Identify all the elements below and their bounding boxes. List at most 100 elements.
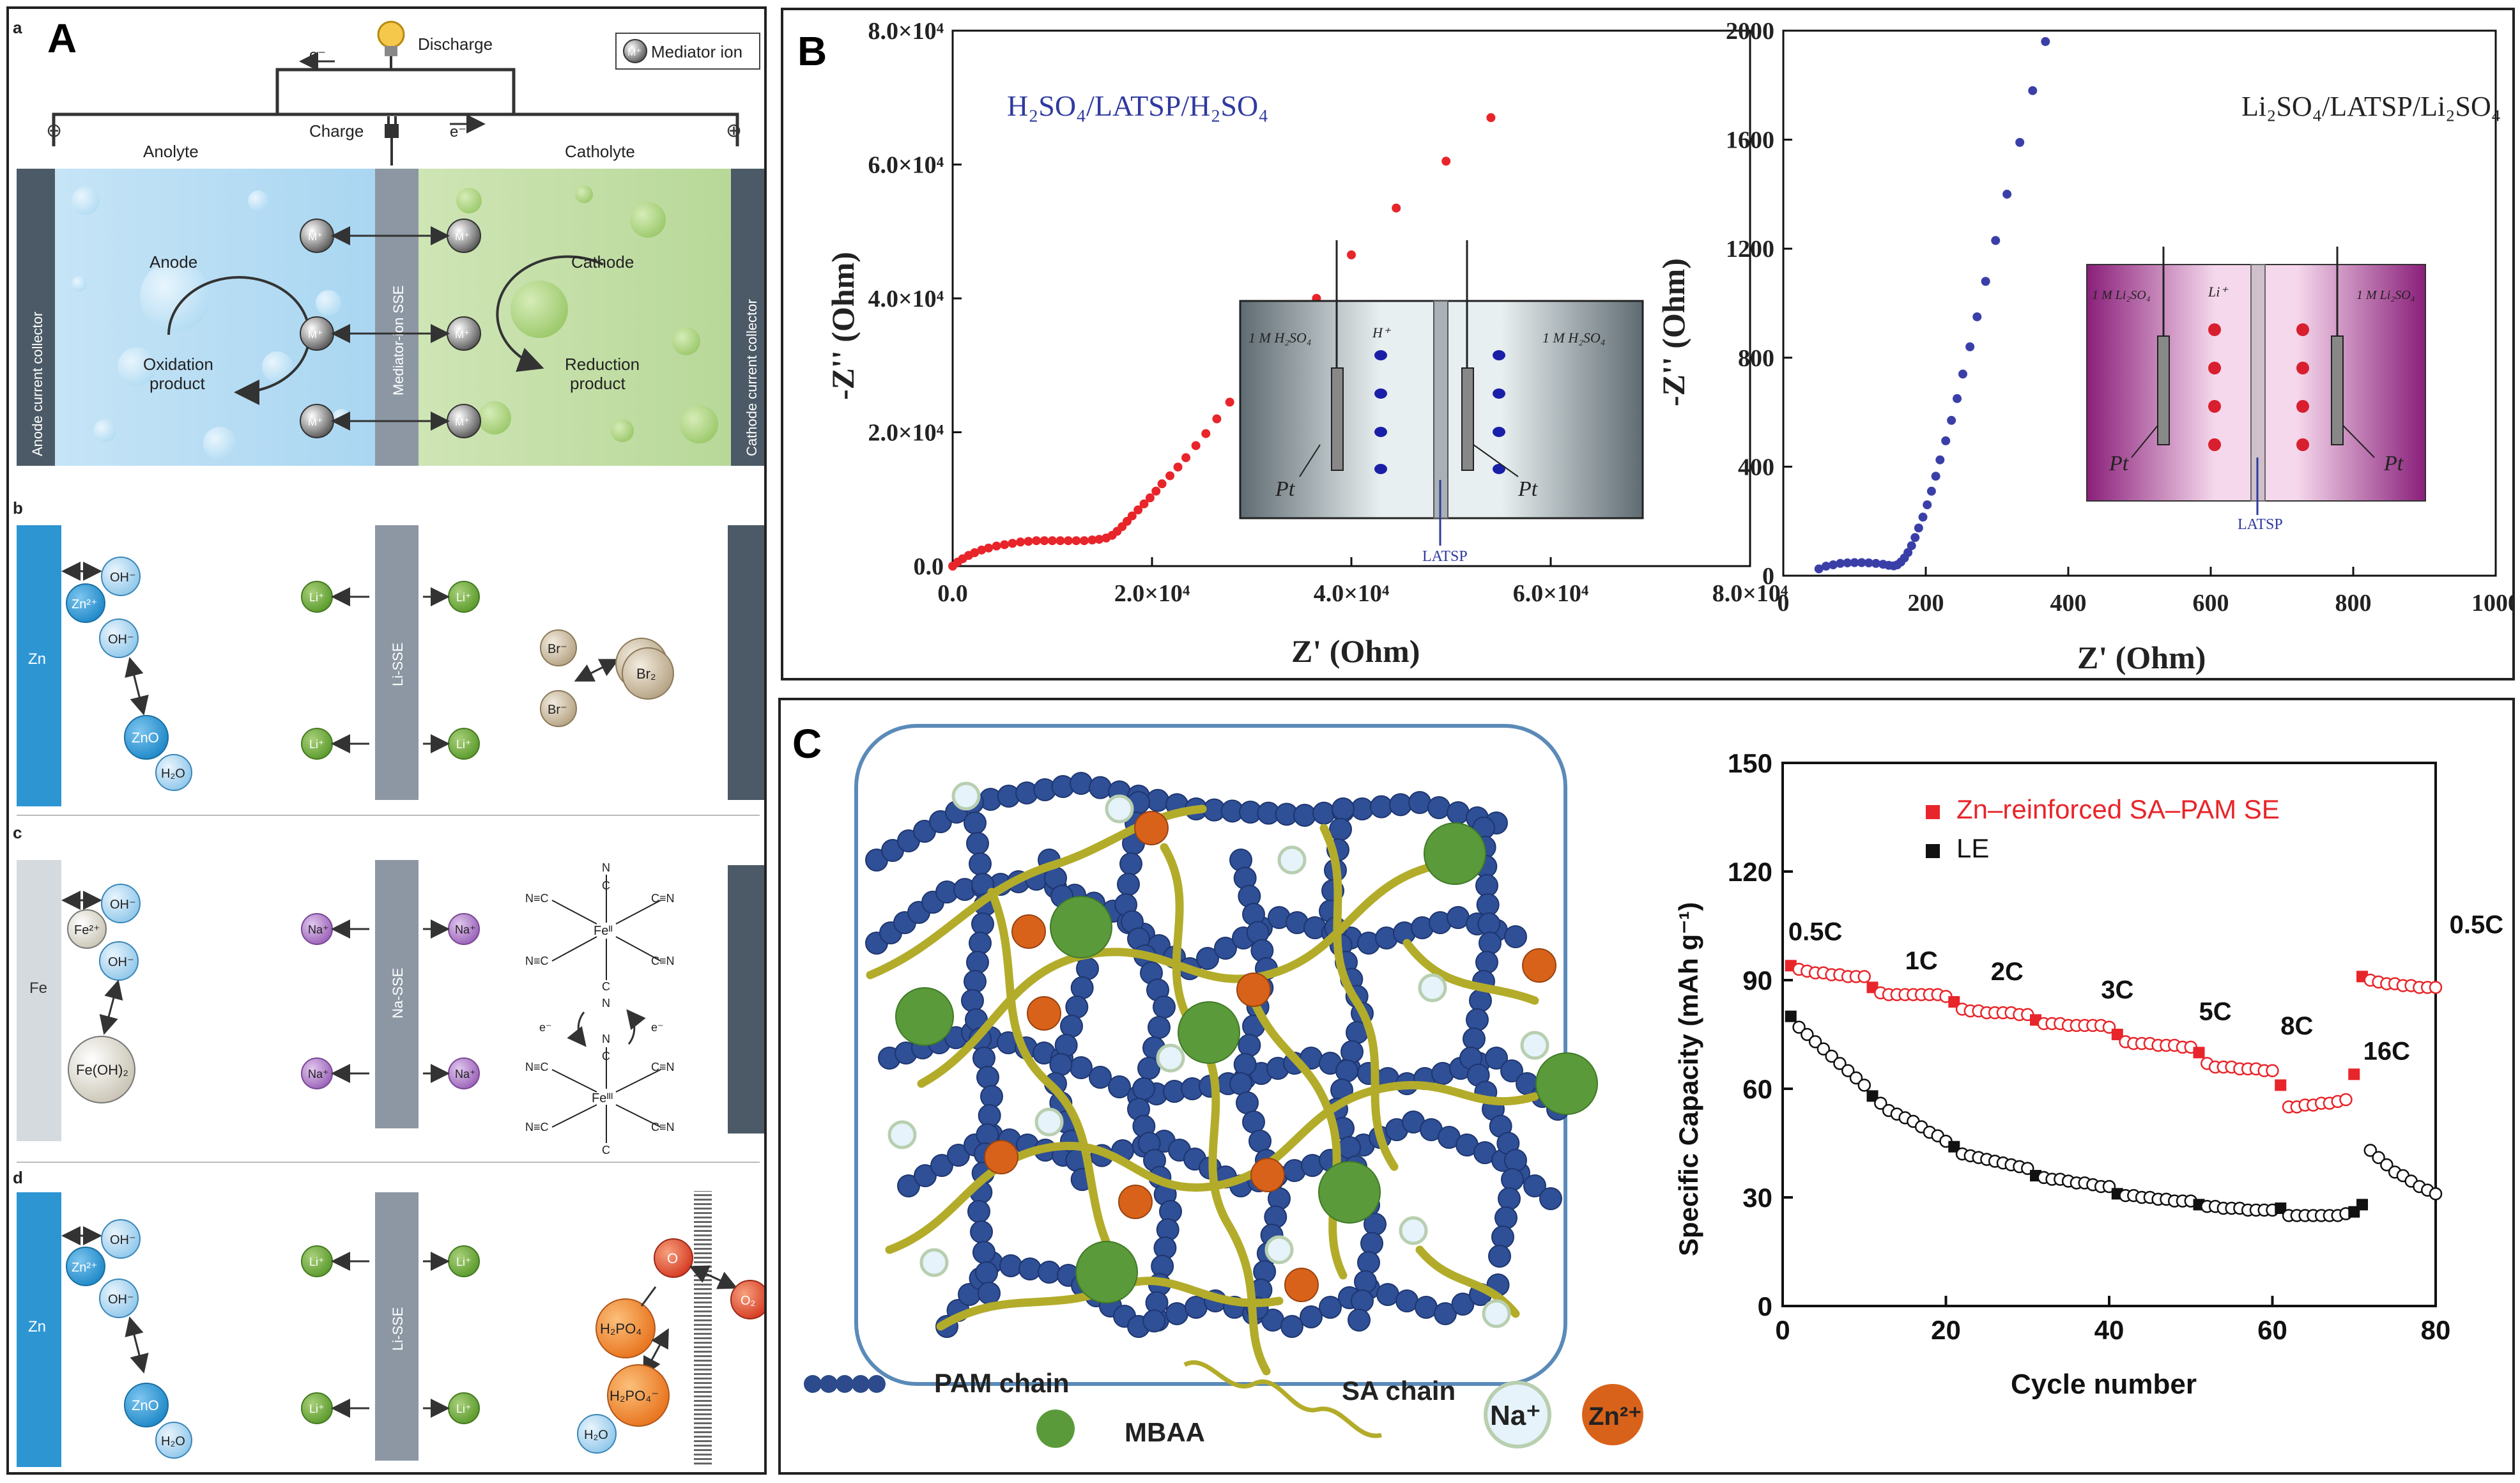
pam-bead — [1054, 1034, 1078, 1057]
plot1-point — [1173, 462, 1183, 472]
pam-bead — [964, 811, 987, 834]
pam-bead — [1504, 1149, 1527, 1172]
capacity-xlabel: Cycle number — [2011, 1369, 2197, 1400]
pam-bead — [1089, 1066, 1112, 1089]
discharge-label: Discharge — [418, 35, 493, 54]
plot1-point — [1063, 536, 1073, 546]
se-charge-point — [2275, 1079, 2287, 1091]
se-discharge-point — [2266, 1064, 2279, 1077]
plot2-point — [1864, 558, 1873, 567]
capacity-ticks: 0 20 40 60 80 0 30 60 90 120 150 — [1728, 748, 2450, 1345]
li-ions-d — [301, 1245, 480, 1424]
capacity-ytick-label: 30 — [1742, 1183, 1772, 1213]
reduction-cycle-arrow — [496, 255, 604, 372]
collector-c — [728, 865, 764, 1133]
m-ion-label-3: M⁺ — [308, 416, 323, 428]
li-sse-b-label: Li-SSE — [390, 643, 406, 686]
pam-bead — [1119, 852, 1142, 875]
feoh2-arrow-c — [99, 980, 123, 1035]
h2o-ball-d — [155, 1422, 192, 1459]
zno-arrow-d — [125, 1316, 149, 1374]
pam-bead — [1447, 906, 1470, 929]
zn-electrode-b — [17, 525, 61, 806]
plot1-point — [1392, 203, 1401, 213]
pam-bead — [975, 1261, 998, 1284]
oh-label-c1: OH⁻ — [110, 898, 136, 912]
br-label-b2: Br⁻ — [548, 703, 567, 717]
mediator-legend-symbol: M⁺ — [627, 47, 642, 58]
sub-c-tag: c — [13, 823, 22, 842]
pam-bead — [1370, 795, 1393, 818]
le-discharge-point — [1808, 1035, 1822, 1049]
zno-arrow-b — [125, 657, 149, 716]
plot1-point — [1151, 486, 1161, 496]
le-discharge-point — [2372, 1151, 2385, 1164]
plot1-xlabel: Z' (Ohm) — [1291, 633, 1420, 669]
capacity-points — [1785, 960, 2443, 1222]
li-label-d3: Li⁺ — [456, 1256, 472, 1268]
h2o-label-d2: H₂O — [584, 1428, 608, 1442]
fe2-label-c: Fe²⁺ — [74, 923, 100, 937]
cathode-label: Cathode — [571, 252, 634, 272]
na-label-c2: Na⁺ — [308, 1068, 329, 1080]
pam-bead — [1165, 1302, 1188, 1325]
cn-label-3: C≡N — [651, 1061, 675, 1073]
se-charge-point — [2193, 1047, 2205, 1059]
electron-label-2: e⁻ — [450, 123, 466, 141]
h2o-ball-d2 — [577, 1414, 617, 1454]
oh-label-b2: OH⁻ — [108, 633, 134, 647]
minus-sign: ⊖ — [46, 120, 62, 141]
plot2-point — [2028, 86, 2038, 95]
plot2-point — [1941, 436, 1951, 445]
pam-bead — [1523, 1174, 1546, 1197]
nc-label-1: N≡C — [525, 892, 549, 905]
plot2-point — [2041, 37, 2050, 47]
rate-label: 0.5C — [1788, 918, 1843, 946]
na-label-c3: Na⁺ — [455, 923, 476, 936]
pam-bead — [1142, 1309, 1166, 1333]
li-sse-d-label: Li-SSE — [390, 1307, 406, 1351]
anode-cc-label: Anode current collector — [29, 312, 45, 456]
le-discharge-point — [1817, 1042, 1831, 1056]
fe-electrode-c — [17, 860, 61, 1141]
le-discharge-point — [2363, 1144, 2378, 1157]
nc-label-2: N≡C — [525, 955, 549, 967]
pam-bead — [1332, 797, 1355, 820]
pam-bead — [1357, 1251, 1380, 1274]
pam-bead — [1153, 995, 1176, 1018]
na-sse-c — [375, 860, 419, 1128]
h2po4-label-d2: H₂PO₄⁻ — [610, 1388, 659, 1404]
pam-bead — [1038, 1261, 1061, 1284]
inset2-right-label: 1 M Li₂SO₄ — [2356, 288, 2415, 302]
inset2-pt-left: Pt — [2109, 452, 2130, 475]
pam-bead — [1312, 801, 1335, 825]
plug-icon — [385, 116, 399, 165]
pam-bead — [914, 1164, 937, 1187]
plus-sign: ⊕ — [726, 120, 742, 141]
rate-label: 3C — [2101, 976, 2133, 1004]
pam-bead — [1427, 796, 1450, 819]
o-h2po4-bond — [640, 1286, 657, 1307]
inset1-right-label: 1 M H₂SO₄ — [1542, 330, 1605, 346]
se-discharge-point — [2429, 981, 2443, 994]
mediator-legend-icon — [623, 39, 647, 63]
plot1-point — [1181, 453, 1191, 463]
pam-bead — [999, 1254, 1022, 1277]
pam-bead — [1089, 776, 1112, 799]
oh-ball-b1 — [101, 557, 141, 596]
br2-label-b: Br₂ — [636, 666, 656, 682]
panel-b-label: B — [797, 28, 827, 74]
le-discharge-point — [1849, 1071, 1863, 1085]
oh-label-d2: OH⁻ — [108, 1293, 134, 1307]
o-o2-arrow — [689, 1265, 738, 1289]
sa-chain-label: SA chain — [1342, 1376, 1456, 1406]
m-ion-label-1: M⁺ — [308, 231, 323, 243]
oh-label-b1: OH⁻ — [110, 571, 136, 585]
br-arrow-b — [574, 659, 620, 682]
na-ion — [1156, 1043, 1185, 1073]
inset1-pt-left: Pt — [1275, 477, 1296, 501]
pam-bead — [1196, 947, 1219, 970]
pam-bead — [1335, 1059, 1358, 1082]
pam-bead — [1475, 951, 1498, 974]
